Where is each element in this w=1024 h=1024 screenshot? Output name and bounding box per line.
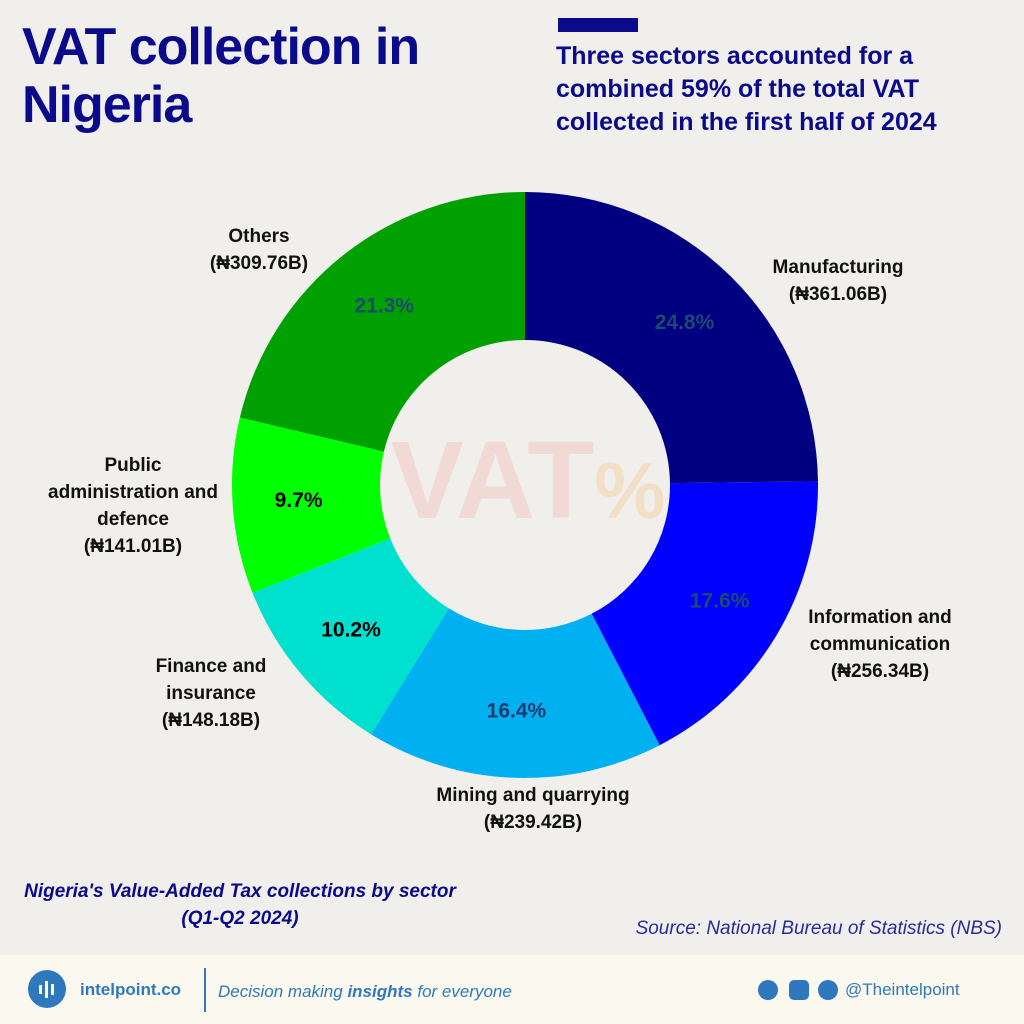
site[interactable]: intelpoint.co [80, 980, 182, 999]
source: Source: National Bureau of Statistics (N… [635, 918, 1002, 939]
tagline-part: for everyone [412, 982, 512, 1001]
category-name: Finance and insurance [155, 656, 267, 704]
value-label: 9.7% [275, 489, 323, 512]
slice [371, 608, 660, 778]
value-label: 17.6% [690, 589, 750, 612]
slice [232, 417, 391, 593]
handle[interactable]: @Theintelpoint [845, 980, 960, 999]
divider [204, 968, 206, 1012]
watermark-percent: % [594, 446, 665, 535]
amount-label: (₦309.76B) [209, 253, 309, 274]
category-name: Information and communication [808, 607, 952, 655]
slice [525, 192, 818, 484]
amount-label: (₦141.01B) [83, 536, 183, 557]
caption: Nigeria's Value-Added Tax collections by… [24, 881, 456, 929]
category-name: Others [228, 226, 290, 247]
category-name: Manufacturing [772, 257, 904, 278]
category-label: Finance and insurance (₦148.18B) [111, 653, 311, 734]
chart: VAT% 24.8% 17.6% 16.4% 10.2% 9.7% 21.3% [232, 192, 818, 778]
value-label: 21.3% [354, 295, 414, 318]
amount-label: (₦361.06B) [788, 284, 888, 305]
tagline: Decision making insights for everyone [218, 982, 512, 1002]
tagline-part: Decision making [218, 982, 348, 1001]
value-label: 16.4% [487, 699, 547, 722]
tagline-bold: insights [347, 982, 413, 1001]
slice [252, 538, 449, 735]
watermark-text: VAT [391, 419, 595, 542]
logo [28, 970, 66, 1008]
instagram-icon[interactable] [789, 980, 809, 1000]
amount-label: (₦239.42B) [483, 812, 583, 833]
category-label: Information and communication (₦256.34B) [780, 604, 980, 685]
category-label: Manufacturing (₦361.06B) [738, 254, 938, 308]
value-label: 24.8% [655, 311, 715, 334]
watermark: VAT% [391, 419, 666, 542]
facebook-icon[interactable] [818, 980, 838, 1000]
category-label: Mining and quarrying (₦239.42B) [433, 782, 633, 836]
x-icon[interactable] [758, 980, 778, 1000]
accent-bar [558, 18, 638, 32]
category-name: Mining and quarrying [436, 785, 630, 806]
amount-label: (₦148.18B) [161, 710, 261, 731]
slice [239, 192, 525, 452]
slice [591, 481, 818, 746]
amount-label: (₦256.34B) [830, 661, 930, 682]
title: VAT collection in Nigeria [22, 18, 420, 134]
category-name: Public administration and defence [48, 455, 218, 530]
value-label: 10.2% [321, 618, 381, 641]
category-label: Others (₦309.76B) [159, 223, 359, 277]
category-label: Public administration and defence (₦141.0… [48, 452, 218, 560]
slices [232, 192, 818, 778]
footer [0, 955, 1024, 1024]
subtitle: Three sectors accounted for a combined 5… [556, 42, 937, 136]
logo-icon [39, 981, 54, 998]
